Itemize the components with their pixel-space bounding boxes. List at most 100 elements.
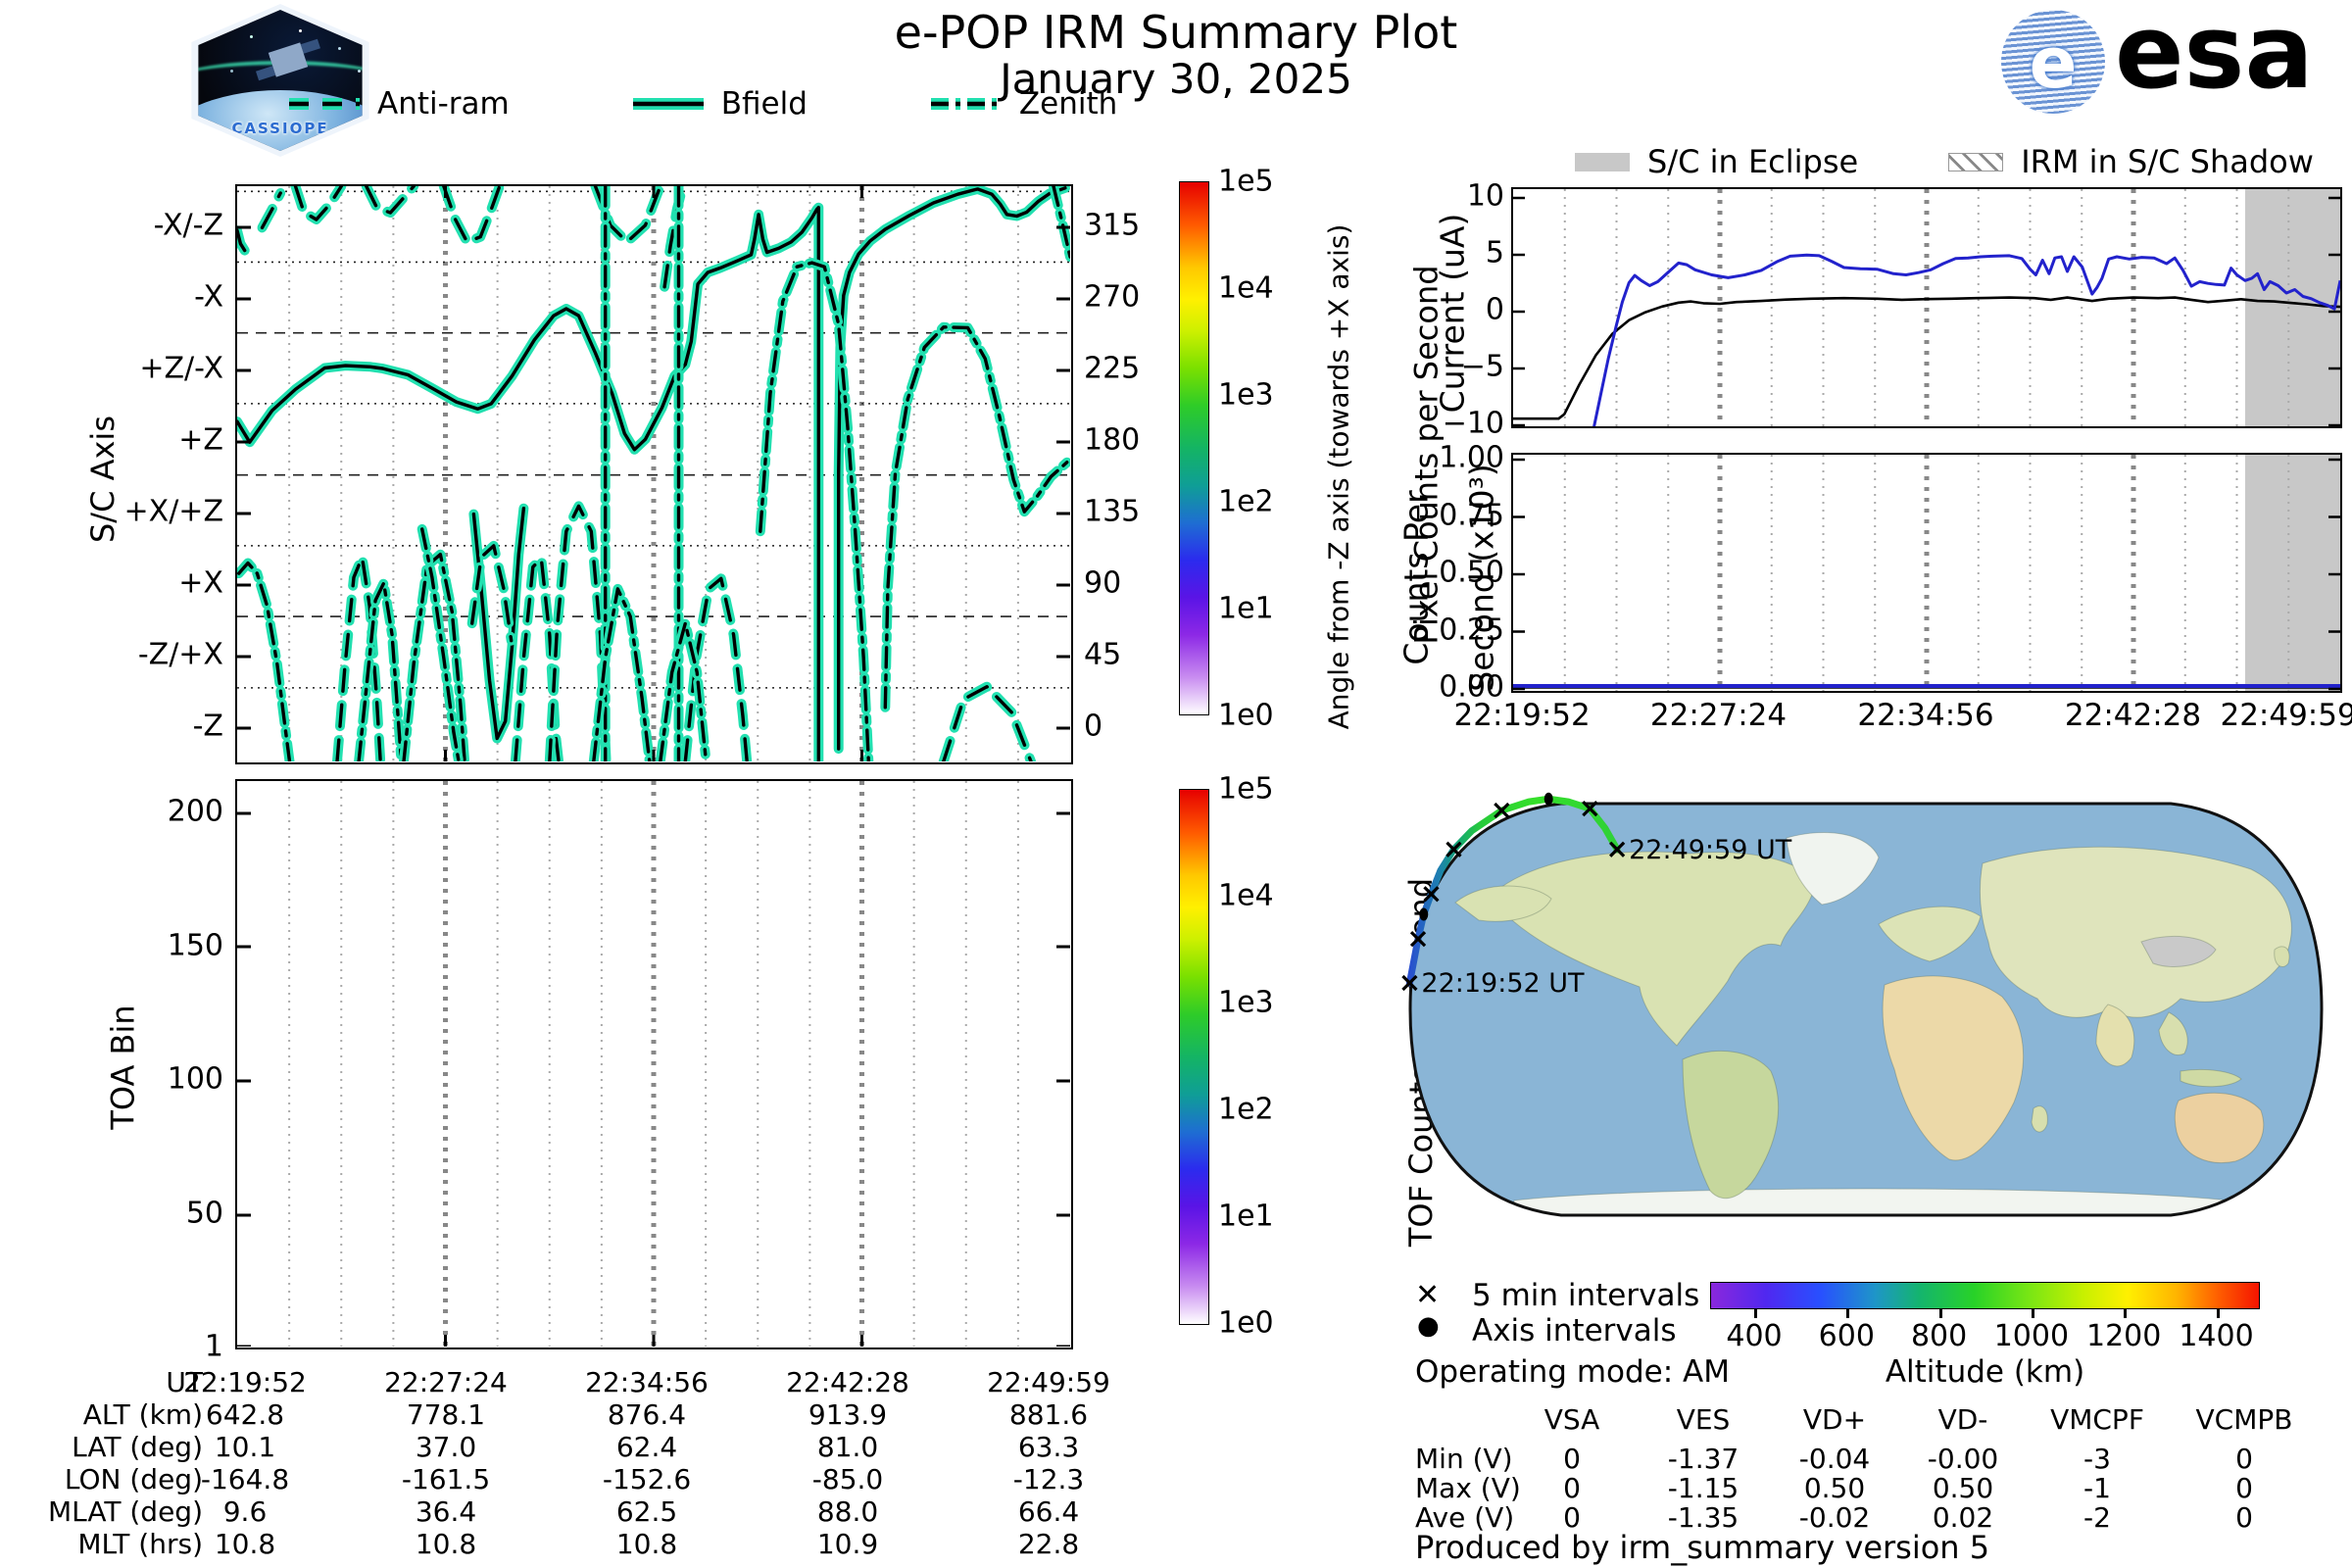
five-min-intervals-label: 5 min intervals <box>1472 1278 1700 1313</box>
voltage-value: 0 <box>2235 1443 2253 1475</box>
pixel-cbar-tick: 1e3 <box>1218 377 1274 413</box>
ephemeris-value: 10.1 <box>214 1431 276 1463</box>
esa-emblem: e <box>2001 10 2105 114</box>
antiram-line-icon <box>289 98 360 110</box>
current-plot-frame <box>1511 187 2342 428</box>
pixel-cbar-tick: 1e5 <box>1218 164 1274 199</box>
ephemeris-value: -164.8 <box>200 1463 290 1495</box>
sc-axis-plot-frame <box>235 184 1073 764</box>
ephemeris-value: 62.5 <box>615 1495 678 1528</box>
counts-plot-frame <box>1511 453 2342 693</box>
sc-axis-legend: Anti-ram Bfield Zenith <box>289 86 1117 122</box>
ephemeris-value: 22:27:24 <box>384 1366 508 1398</box>
eclipse-legend: S/C in Eclipse IRM in S/C Shadow <box>1575 143 2314 180</box>
altitude-tickmark <box>1846 1309 1850 1318</box>
voltage-value: 0 <box>2235 1501 2253 1534</box>
voltage-value: 0 <box>1563 1472 1581 1504</box>
esa-wordmark: esa <box>2115 0 2314 112</box>
current-plot-canvas <box>1513 189 2340 426</box>
ephemeris-value: 10.9 <box>816 1528 879 1560</box>
page-title: e-POP IRM Summary Plot <box>894 6 1458 59</box>
pixel-cbar-tick: 1e1 <box>1218 591 1274 626</box>
pixel-cbar-tick: 1e4 <box>1218 270 1274 306</box>
ephemeris-value: -12.3 <box>1012 1463 1085 1495</box>
shadow-hatch-swatch-icon <box>1948 152 2004 172</box>
voltage-value: -1.37 <box>1667 1443 1740 1475</box>
track-end-label: 22:49:59 UT <box>1629 835 1792 865</box>
altitude-tick: 1200 <box>2086 1319 2162 1353</box>
angle-tick: 90 <box>1084 565 1122 601</box>
footer-credit: Produced by irm_summary version 5 <box>1415 1529 1990 1566</box>
legend-antiram-label: Anti-ram <box>377 86 510 122</box>
ephemeris-value: 22:34:56 <box>585 1366 709 1398</box>
eclipse-swatch-icon <box>1575 152 1630 172</box>
voltage-value: -0.04 <box>1798 1443 1871 1475</box>
altitude-tick: 600 <box>1818 1319 1875 1353</box>
sc-axis-ytick: +X/+Z <box>123 494 223 529</box>
angle-tick: 315 <box>1084 208 1141 243</box>
toa-plot-frame <box>235 779 1073 1349</box>
angle-tick: 0 <box>1084 709 1103 744</box>
counts-ytick: 1.00 <box>1439 440 1504 475</box>
ephemeris-value: 881.6 <box>1008 1398 1089 1431</box>
ephemeris-value: 778.1 <box>406 1398 486 1431</box>
altitude-tickmark <box>1754 1309 1757 1318</box>
voltage-value: 0.02 <box>1932 1501 1994 1534</box>
toa-ytick: 50 <box>185 1196 223 1230</box>
tof-cbar-tick: 1e2 <box>1218 1092 1274 1127</box>
ephemeris-row-label: LON (deg) <box>64 1463 203 1495</box>
ephemeris-value: 36.4 <box>415 1495 477 1528</box>
sc-axis-ytick: -Z/+X <box>137 637 223 672</box>
counts-plot-canvas <box>1513 455 2340 691</box>
voltage-header: VES <box>1676 1403 1731 1436</box>
angle-axis-label: Angle from -Z axis (towards +X axis) <box>1322 223 1355 730</box>
ephemeris-row-label: LAT (deg) <box>72 1431 203 1463</box>
ephemeris-row-label: MLT (hrs) <box>77 1528 203 1560</box>
altitude-tickmark <box>2031 1309 2034 1318</box>
pixel-cbar-tick: 1e2 <box>1218 484 1274 519</box>
track-start-label: 22:19:52 UT <box>1421 968 1585 999</box>
time-tick: 22:19:52 <box>1453 698 1591 733</box>
counts-ytick: 0.00 <box>1439 669 1504 705</box>
legend-eclipse-label: S/C in Eclipse <box>1647 143 1859 180</box>
bfield-line-icon <box>632 98 704 110</box>
sc-axis-ytick: +Z <box>178 422 223 458</box>
counts-ytick: 0.25 <box>1439 612 1504 647</box>
ephemeris-value: 66.4 <box>1017 1495 1080 1528</box>
voltage-value: 0 <box>1563 1501 1581 1534</box>
counts-ytick: 0.50 <box>1439 555 1504 590</box>
ephemeris-row-label: MLAT (deg) <box>47 1495 203 1528</box>
sc-axis-ylabel: S/C Axis <box>84 416 122 543</box>
current-ytick: −10 <box>1442 406 1504 441</box>
altitude-tick: 1400 <box>2179 1319 2254 1353</box>
time-tick: 22:42:28 <box>2064 698 2202 733</box>
ephemeris-value: -152.6 <box>602 1463 692 1495</box>
altitude-tickmark <box>2124 1309 2128 1318</box>
sc-axis-ytick: -X <box>194 279 223 315</box>
voltage-value: -0.00 <box>1927 1443 1999 1475</box>
voltage-row-label: Ave (V) <box>1415 1501 1515 1534</box>
ephemeris-value: 37.0 <box>415 1431 477 1463</box>
toa-ytick: 200 <box>167 794 223 829</box>
axis-intervals-label: Axis intervals <box>1472 1313 1677 1348</box>
dot-marker-icon: ● <box>1417 1311 1440 1341</box>
altitude-tick: 400 <box>1726 1319 1783 1353</box>
pixel-counts-colorbar <box>1179 181 1209 715</box>
pixel-cbar-tick: 1e0 <box>1218 698 1274 733</box>
page-date: January 30, 2025 <box>1000 55 1352 103</box>
angle-tick: 270 <box>1084 279 1141 315</box>
voltage-value: -1.35 <box>1667 1501 1740 1534</box>
voltage-value: -3 <box>2083 1443 2111 1475</box>
altitude-tick: 800 <box>1910 1319 1968 1353</box>
patch-label: CASSIOPE <box>231 120 329 137</box>
zenith-line-icon <box>930 98 1002 110</box>
ephemeris-value: 913.9 <box>808 1398 888 1431</box>
voltage-row-label: Max (V) <box>1415 1472 1521 1504</box>
voltage-value: -1.15 <box>1667 1472 1740 1504</box>
voltage-value: 0.50 <box>1932 1472 1994 1504</box>
ephemeris-row-label: UT <box>166 1366 203 1398</box>
ephemeris-value: -85.0 <box>811 1463 884 1495</box>
legend-bfield-label: Bfield <box>720 86 808 122</box>
sc-axis-ytick: +Z/-X <box>139 351 223 386</box>
ephemeris-value: 876.4 <box>607 1398 687 1431</box>
